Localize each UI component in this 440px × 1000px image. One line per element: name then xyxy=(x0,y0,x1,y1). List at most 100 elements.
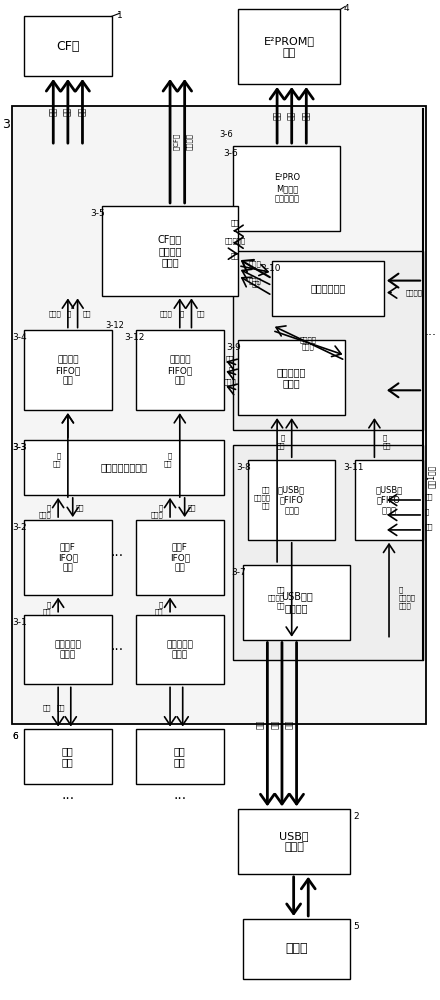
Text: ···: ··· xyxy=(111,549,124,563)
Bar xyxy=(24,520,112,595)
Text: 读: 读 xyxy=(66,310,71,317)
Text: 读: 读 xyxy=(425,509,429,515)
Bar xyxy=(24,615,112,684)
Text: 通讯接口逻
辑模块: 通讯接口逻 辑模块 xyxy=(166,640,193,659)
Text: 数据: 数据 xyxy=(56,704,65,711)
Text: 写: 写 xyxy=(281,435,285,441)
Text: 上传控制逻
辑模块: 上传控制逻 辑模块 xyxy=(277,367,306,389)
Bar xyxy=(136,615,224,684)
Bar xyxy=(233,146,341,231)
Text: 写: 写 xyxy=(47,601,51,608)
Text: 3-12: 3-12 xyxy=(106,321,125,330)
Text: 通讯
单元: 通讯 单元 xyxy=(174,746,186,768)
Text: 3-7: 3-7 xyxy=(231,568,246,577)
Text: 读使能: 读使能 xyxy=(302,343,315,350)
Text: 读数据量: 读数据量 xyxy=(268,594,285,601)
Text: 数据: 数据 xyxy=(164,461,172,467)
Text: 3-3: 3-3 xyxy=(12,443,26,452)
Text: 3-2: 3-2 xyxy=(12,523,27,532)
Text: 地址: 地址 xyxy=(78,106,87,116)
Text: 3-10: 3-10 xyxy=(260,264,281,273)
Text: 区号: 区号 xyxy=(231,252,239,259)
Text: 数据: 数据 xyxy=(76,505,84,511)
Text: 数据处理逻辑模块: 数据处理逻辑模块 xyxy=(100,463,147,473)
Bar xyxy=(24,330,112,410)
Bar xyxy=(233,445,423,660)
Text: 前端同步
FIFO存
储器: 前端同步 FIFO存 储器 xyxy=(55,355,81,385)
Text: 数据: 数据 xyxy=(155,608,163,615)
Text: 后端同步
FIFO存
储器: 后端同步 FIFO存 储器 xyxy=(167,355,192,385)
Bar xyxy=(24,440,224,495)
Text: 6: 6 xyxy=(12,732,18,741)
Text: E²PROM存
储器: E²PROM存 储器 xyxy=(264,36,315,58)
Text: 数据: 数据 xyxy=(82,310,91,317)
Text: 数据: 数据 xyxy=(196,310,205,317)
Text: 3-3: 3-3 xyxy=(12,443,27,452)
Bar xyxy=(355,460,423,540)
Text: CF卡: CF卡 xyxy=(56,40,80,53)
Text: 写: 写 xyxy=(168,453,172,459)
Text: 通讯1结束: 通讯1结束 xyxy=(427,465,436,488)
Text: 数据: 数据 xyxy=(262,487,270,493)
Text: USB控
制芯片: USB控 制芯片 xyxy=(279,831,309,852)
Text: 数据: 数据 xyxy=(382,443,391,449)
Text: 控制: 控制 xyxy=(273,110,282,120)
Text: 几平满: 几平满 xyxy=(159,310,172,317)
Text: 数据: 数据 xyxy=(287,110,296,120)
Text: 2: 2 xyxy=(353,812,359,821)
Bar xyxy=(238,340,345,415)
Text: 3-5: 3-5 xyxy=(90,209,105,218)
Text: 1: 1 xyxy=(117,11,122,20)
Text: 3-6: 3-6 xyxy=(220,130,233,139)
Text: 通讯
单元: 通讯 单元 xyxy=(62,746,74,768)
Text: 读使能: 读使能 xyxy=(248,260,261,267)
Text: 数据: 数据 xyxy=(43,608,51,615)
Text: 数据: 数据 xyxy=(425,494,433,500)
Text: 几平满: 几平满 xyxy=(48,310,61,317)
Text: 数据: 数据 xyxy=(63,106,72,116)
Text: 写USB异
步FIFO
存储器: 写USB异 步FIFO 存储器 xyxy=(278,485,305,515)
Bar xyxy=(136,729,224,784)
Text: 控制: 控制 xyxy=(43,704,51,711)
Bar xyxy=(238,809,350,874)
Text: 读空: 读空 xyxy=(262,503,270,509)
Text: CF卡存
储控制逻
辑模块: CF卡存 储控制逻 辑模块 xyxy=(158,234,182,267)
Bar xyxy=(233,251,423,430)
Text: 数据量: 数据量 xyxy=(39,512,51,518)
Text: 5: 5 xyxy=(353,922,359,931)
Bar xyxy=(24,729,112,784)
Text: 3: 3 xyxy=(3,118,11,131)
Text: 读USB异
步FIFO
存储器: 读USB异 步FIFO 存储器 xyxy=(375,485,403,515)
Text: 写: 写 xyxy=(180,310,183,317)
Text: 数据: 数据 xyxy=(226,355,235,362)
Text: 读空: 读空 xyxy=(425,524,433,530)
Text: 数据: 数据 xyxy=(271,720,280,729)
Text: 读数据量: 读数据量 xyxy=(253,495,270,501)
Text: 写: 写 xyxy=(399,586,403,593)
Text: 3-4: 3-4 xyxy=(12,333,27,342)
Bar xyxy=(238,9,341,84)
Text: 3-12: 3-12 xyxy=(125,333,145,342)
Bar xyxy=(272,261,384,316)
Text: 写: 写 xyxy=(159,601,163,608)
Text: 读CF卡: 读CF卡 xyxy=(172,132,179,150)
Text: 控制: 控制 xyxy=(49,106,58,116)
Text: 控制: 控制 xyxy=(256,720,265,729)
Text: 读: 读 xyxy=(47,505,51,511)
Text: 读使能: 读使能 xyxy=(224,378,237,385)
Text: 数据: 数据 xyxy=(276,443,285,449)
Text: 4: 4 xyxy=(343,4,349,13)
Text: 写数据: 写数据 xyxy=(399,602,411,609)
Bar xyxy=(248,460,335,540)
Text: 结束地址: 结束地址 xyxy=(186,132,193,149)
Text: USB接口
逻辑模块: USB接口 逻辑模块 xyxy=(281,591,312,613)
Bar xyxy=(136,520,224,595)
Bar xyxy=(243,919,350,979)
Text: 同步F
IFO存
储器: 同步F IFO存 储器 xyxy=(58,542,78,572)
Bar xyxy=(136,330,224,410)
Text: 写号: 写号 xyxy=(231,219,239,226)
Text: 3-11: 3-11 xyxy=(343,463,364,472)
Text: 3-9: 3-9 xyxy=(227,343,241,352)
Text: 擦除使能: 擦除使能 xyxy=(406,289,422,296)
Text: 禁止: 禁止 xyxy=(251,280,260,287)
